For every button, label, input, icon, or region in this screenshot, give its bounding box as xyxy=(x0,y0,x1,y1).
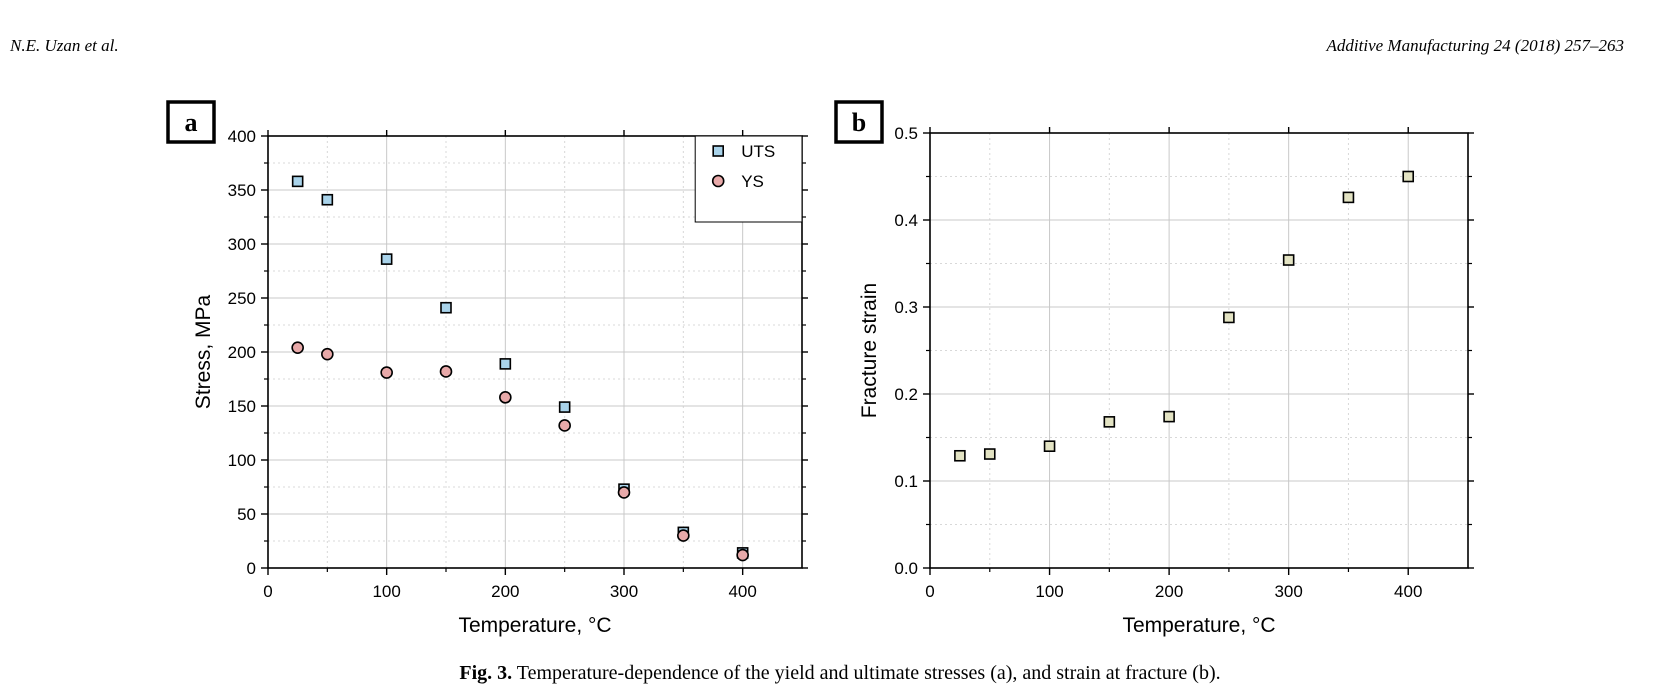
y-tick-label: 200 xyxy=(228,343,256,362)
x-tick-label: 300 xyxy=(610,582,638,601)
running-header-authors: N.E. Uzan et al. xyxy=(10,36,119,55)
x-tick-label: 0 xyxy=(263,582,272,601)
x-tick-label: 400 xyxy=(728,582,756,601)
x-tick-label: 200 xyxy=(1155,582,1183,601)
caption-label: Fig. 3. xyxy=(459,662,513,684)
data-point-series0 xyxy=(1103,416,1116,428)
y-tick-label: 300 xyxy=(228,235,256,254)
data-point-ys xyxy=(291,341,304,354)
data-point-ys xyxy=(499,391,512,404)
data-point-ys xyxy=(736,548,749,562)
panel-letter: b xyxy=(852,108,866,137)
x-tick-label: 200 xyxy=(491,582,519,601)
data-point-series0 xyxy=(1043,440,1056,453)
data-point-series0 xyxy=(1402,170,1415,183)
y-axis-label: Stress, MPa xyxy=(192,295,215,410)
data-point-uts xyxy=(291,175,304,188)
figure-caption: Fig. 3. Temperature-dependence of the yi… xyxy=(0,662,1680,685)
data-point-uts xyxy=(499,358,512,370)
data-point-ys xyxy=(558,419,571,432)
data-point-ys xyxy=(617,486,631,499)
data-point-uts xyxy=(321,193,334,206)
x-axis-label: Temperature, °C xyxy=(1122,614,1275,637)
x-tick-label: 300 xyxy=(1274,582,1302,601)
chart-panel-a: 0 100 200 300 400 0 50 100 150 200 250 300 350 400 Tem… xyxy=(166,100,808,637)
data-point-series0 xyxy=(954,449,966,462)
y-tick-label: 100 xyxy=(228,451,256,470)
data-point-uts xyxy=(440,301,452,314)
data-point-ys xyxy=(439,365,453,378)
panel-letter: a xyxy=(185,108,198,137)
chart-panel-b: 0 100 200 300 400 0.0 0.1 0.2 0.3 0.4 0.5 Temperatu… xyxy=(834,100,1474,637)
y-tick-label: 0.1 xyxy=(894,472,918,491)
y-tick-label: 0 xyxy=(247,559,256,578)
y-tick-label: 250 xyxy=(228,289,256,308)
data-point-series0 xyxy=(1342,191,1355,204)
panel-letter-box xyxy=(166,100,216,144)
y-tick-label: 50 xyxy=(237,505,256,524)
y-tick-label: 0.3 xyxy=(894,298,918,317)
data-point-series0 xyxy=(1282,254,1295,266)
y-axis-label: Fracture strain xyxy=(858,283,881,418)
y-tick-label: 0.5 xyxy=(894,124,918,143)
running-header-journal: Additive Manufacturing 24 (2018) 257–263 xyxy=(1326,36,1624,55)
data-point-uts xyxy=(380,253,393,265)
legend-label: UTS xyxy=(741,142,775,161)
y-tick-label: 350 xyxy=(228,181,256,200)
data-point-ys xyxy=(321,347,334,361)
y-tick-label: 0.4 xyxy=(894,211,918,230)
data-point-ys xyxy=(380,366,393,379)
y-tick-label: 0.0 xyxy=(894,559,918,578)
y-tick-label: 400 xyxy=(228,127,256,146)
x-tick-label: 0 xyxy=(925,582,934,601)
x-axis-label: Temperature, °C xyxy=(458,614,611,637)
y-tick-label: 0.2 xyxy=(894,385,918,404)
data-point-series0 xyxy=(1163,410,1175,423)
x-tick-label: 400 xyxy=(1394,582,1422,601)
x-tick-label: 100 xyxy=(1035,582,1063,601)
data-point-series0 xyxy=(1223,311,1235,324)
caption-text: Temperature-dependence of the yield and … xyxy=(516,662,1221,684)
panel-letter-box xyxy=(834,100,884,144)
data-point-series0 xyxy=(983,448,996,460)
data-point-ys xyxy=(677,529,690,542)
legend-marker xyxy=(711,174,725,188)
x-tick-label: 100 xyxy=(372,582,400,601)
data-point-uts xyxy=(558,401,571,413)
legend-label: YS xyxy=(741,172,764,191)
y-tick-label: 150 xyxy=(228,397,256,416)
legend-marker xyxy=(712,145,725,157)
